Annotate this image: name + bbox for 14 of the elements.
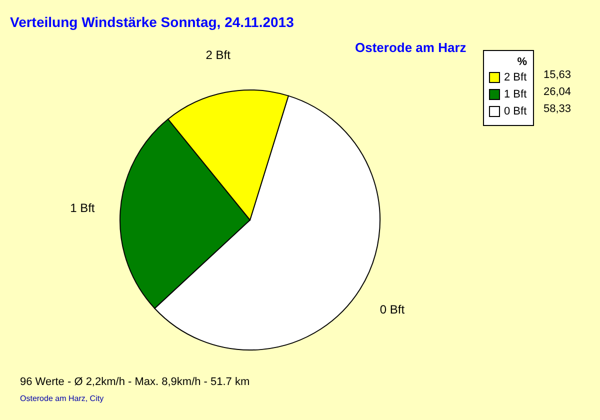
legend-label: 1 Bft	[504, 88, 527, 100]
slice-label: 0 Bft	[380, 302, 406, 316]
slice-label: 1 Bft	[70, 201, 96, 216]
data-label: 26,04	[543, 86, 571, 98]
text: Osterode am Harz, City	[20, 394, 104, 403]
legend-label: 2 Bft	[504, 72, 527, 84]
text: 96 Werte - Ø 2,2km/h - Max. 8,9km/h - 51.7 km	[20, 376, 250, 388]
legend-title: %	[517, 56, 528, 68]
data-label: 58,33	[543, 103, 571, 115]
legend-label: 0 Bft	[504, 106, 527, 118]
chart-title: Verteilung Windstärke Sonntag, 24.11.2013	[10, 14, 294, 30]
slice-label: 2 Bft	[206, 48, 232, 62]
chart-subtitle: Osterode am Harz	[355, 40, 466, 55]
data-label: 15,63	[543, 69, 571, 81]
